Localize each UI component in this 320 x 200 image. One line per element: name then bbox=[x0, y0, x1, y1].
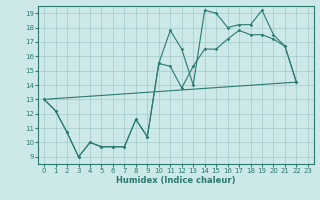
X-axis label: Humidex (Indice chaleur): Humidex (Indice chaleur) bbox=[116, 176, 236, 185]
